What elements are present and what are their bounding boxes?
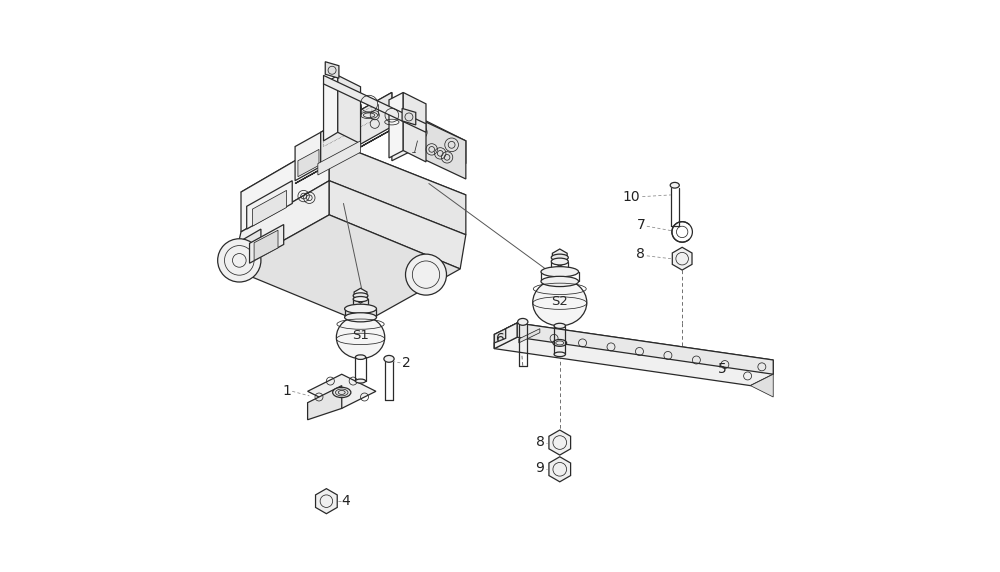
Ellipse shape	[554, 323, 565, 328]
Polygon shape	[517, 323, 773, 374]
Polygon shape	[354, 288, 367, 303]
Polygon shape	[295, 132, 321, 181]
Ellipse shape	[670, 182, 679, 188]
Polygon shape	[295, 129, 392, 184]
Polygon shape	[329, 181, 466, 269]
Ellipse shape	[551, 268, 568, 275]
Polygon shape	[494, 323, 517, 348]
Polygon shape	[250, 225, 284, 263]
Circle shape	[218, 239, 261, 282]
Ellipse shape	[551, 254, 568, 261]
Text: 8: 8	[636, 247, 645, 261]
Polygon shape	[321, 93, 392, 166]
Ellipse shape	[336, 316, 385, 359]
Ellipse shape	[353, 293, 368, 299]
Polygon shape	[318, 141, 361, 175]
Polygon shape	[321, 93, 392, 155]
Ellipse shape	[335, 389, 348, 396]
Ellipse shape	[553, 340, 567, 346]
Polygon shape	[316, 488, 337, 514]
Circle shape	[406, 254, 446, 295]
Polygon shape	[402, 109, 416, 125]
Polygon shape	[325, 62, 339, 78]
Polygon shape	[409, 114, 466, 179]
Polygon shape	[324, 76, 338, 141]
Polygon shape	[252, 190, 287, 227]
Polygon shape	[308, 374, 376, 408]
Ellipse shape	[551, 258, 568, 265]
Polygon shape	[308, 386, 342, 420]
Text: 5: 5	[717, 362, 726, 376]
Polygon shape	[549, 457, 571, 482]
Ellipse shape	[353, 296, 368, 301]
Ellipse shape	[345, 313, 376, 322]
Polygon shape	[232, 215, 460, 323]
Ellipse shape	[333, 387, 351, 398]
Ellipse shape	[541, 267, 579, 277]
Polygon shape	[552, 249, 567, 266]
Polygon shape	[298, 149, 319, 177]
Polygon shape	[389, 93, 403, 158]
Polygon shape	[254, 230, 278, 260]
Ellipse shape	[355, 355, 366, 359]
Polygon shape	[338, 76, 361, 144]
Ellipse shape	[554, 352, 565, 356]
Ellipse shape	[533, 279, 587, 326]
Text: 10: 10	[622, 190, 640, 204]
Ellipse shape	[353, 306, 368, 311]
Polygon shape	[324, 76, 426, 132]
Text: S2: S2	[551, 295, 568, 308]
Text: S1: S1	[352, 329, 369, 342]
Text: 1: 1	[282, 384, 291, 398]
Text: 4: 4	[342, 494, 351, 508]
Ellipse shape	[384, 355, 394, 362]
Polygon shape	[494, 323, 773, 386]
Text: 8: 8	[536, 435, 544, 449]
Polygon shape	[494, 323, 517, 348]
Polygon shape	[519, 329, 540, 343]
Text: 2: 2	[402, 356, 410, 370]
Ellipse shape	[518, 319, 528, 325]
Ellipse shape	[345, 304, 376, 313]
Polygon shape	[232, 181, 329, 269]
Polygon shape	[392, 104, 466, 164]
Ellipse shape	[355, 379, 366, 383]
Polygon shape	[241, 141, 329, 232]
Text: 6: 6	[496, 332, 505, 346]
Polygon shape	[672, 247, 692, 270]
Polygon shape	[392, 104, 409, 161]
Text: 7: 7	[636, 217, 645, 232]
Polygon shape	[549, 430, 571, 455]
Polygon shape	[247, 181, 292, 229]
Text: 9: 9	[536, 461, 544, 475]
Ellipse shape	[541, 276, 579, 287]
Polygon shape	[403, 93, 426, 162]
Polygon shape	[750, 374, 773, 397]
Polygon shape	[241, 141, 466, 246]
Polygon shape	[329, 141, 466, 235]
Polygon shape	[227, 229, 261, 269]
